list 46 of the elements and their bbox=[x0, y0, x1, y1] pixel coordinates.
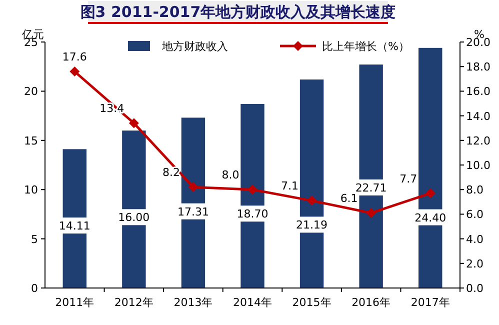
y-tick-label: 5 bbox=[31, 232, 38, 246]
y2-tick-label: 6.0 bbox=[466, 208, 484, 222]
point bbox=[128, 118, 139, 128]
y2-tick-label: 18.0 bbox=[466, 60, 490, 74]
x-tick-label: 2017年 bbox=[410, 296, 450, 309]
x-tick-label: 2013年 bbox=[174, 296, 213, 309]
y2-tick-label: 2.0 bbox=[466, 257, 484, 270]
x-tick-label: 2016年 bbox=[352, 296, 391, 309]
legend-label: 地方财政收入 bbox=[161, 40, 228, 53]
point bbox=[306, 196, 317, 206]
x-tick-label: 2011年 bbox=[55, 296, 94, 309]
point bbox=[248, 184, 258, 195]
data-label: 8.0 bbox=[222, 168, 240, 182]
point bbox=[70, 66, 80, 77]
y-tick-label: 15 bbox=[24, 134, 38, 148]
data-label: 6.1 bbox=[340, 192, 358, 205]
y-tick-label: 20 bbox=[24, 85, 38, 98]
y2-tick-label: 10.0 bbox=[466, 159, 490, 172]
x-tick-label: 2012年 bbox=[114, 296, 154, 309]
y-tick-label: 0 bbox=[31, 282, 38, 295]
y2-tick-label: 4.0 bbox=[466, 232, 484, 246]
data-label: 7.7 bbox=[400, 172, 418, 186]
data-label: 17.31 bbox=[177, 205, 209, 218]
point bbox=[425, 188, 436, 198]
y2-tick-label: 8.0 bbox=[466, 184, 484, 197]
y2-tick-label: 20.0 bbox=[466, 36, 490, 49]
data-label: 21.19 bbox=[296, 218, 328, 232]
data-label: 17.6 bbox=[62, 50, 87, 64]
data-label: 24.40 bbox=[414, 211, 446, 224]
y2-tick-label: 16.0 bbox=[466, 85, 490, 98]
data-label: 18.70 bbox=[236, 208, 268, 221]
y2-tick-label: 0.0 bbox=[466, 282, 484, 295]
data-label: 14.11 bbox=[58, 220, 90, 233]
legend-label: 比上年增长（%） bbox=[322, 40, 410, 53]
point bbox=[366, 208, 376, 218]
x-tick-label: 2015年 bbox=[292, 296, 332, 309]
chart-title: 图3 2011-2017年地方财政收入及其增长速度 bbox=[80, 3, 396, 21]
point bbox=[188, 182, 198, 192]
data-label: 16.00 bbox=[118, 211, 150, 224]
data-label: 8.2 bbox=[162, 166, 180, 180]
y2-tick-label: 14.0 bbox=[466, 110, 490, 123]
data-label: 22.71 bbox=[355, 181, 387, 194]
y2-tick-label: 12.0 bbox=[466, 134, 490, 148]
data-label: 7.1 bbox=[281, 180, 299, 193]
y-tick-label: 10 bbox=[24, 184, 38, 197]
x-tick-label: 2014年 bbox=[233, 296, 272, 309]
